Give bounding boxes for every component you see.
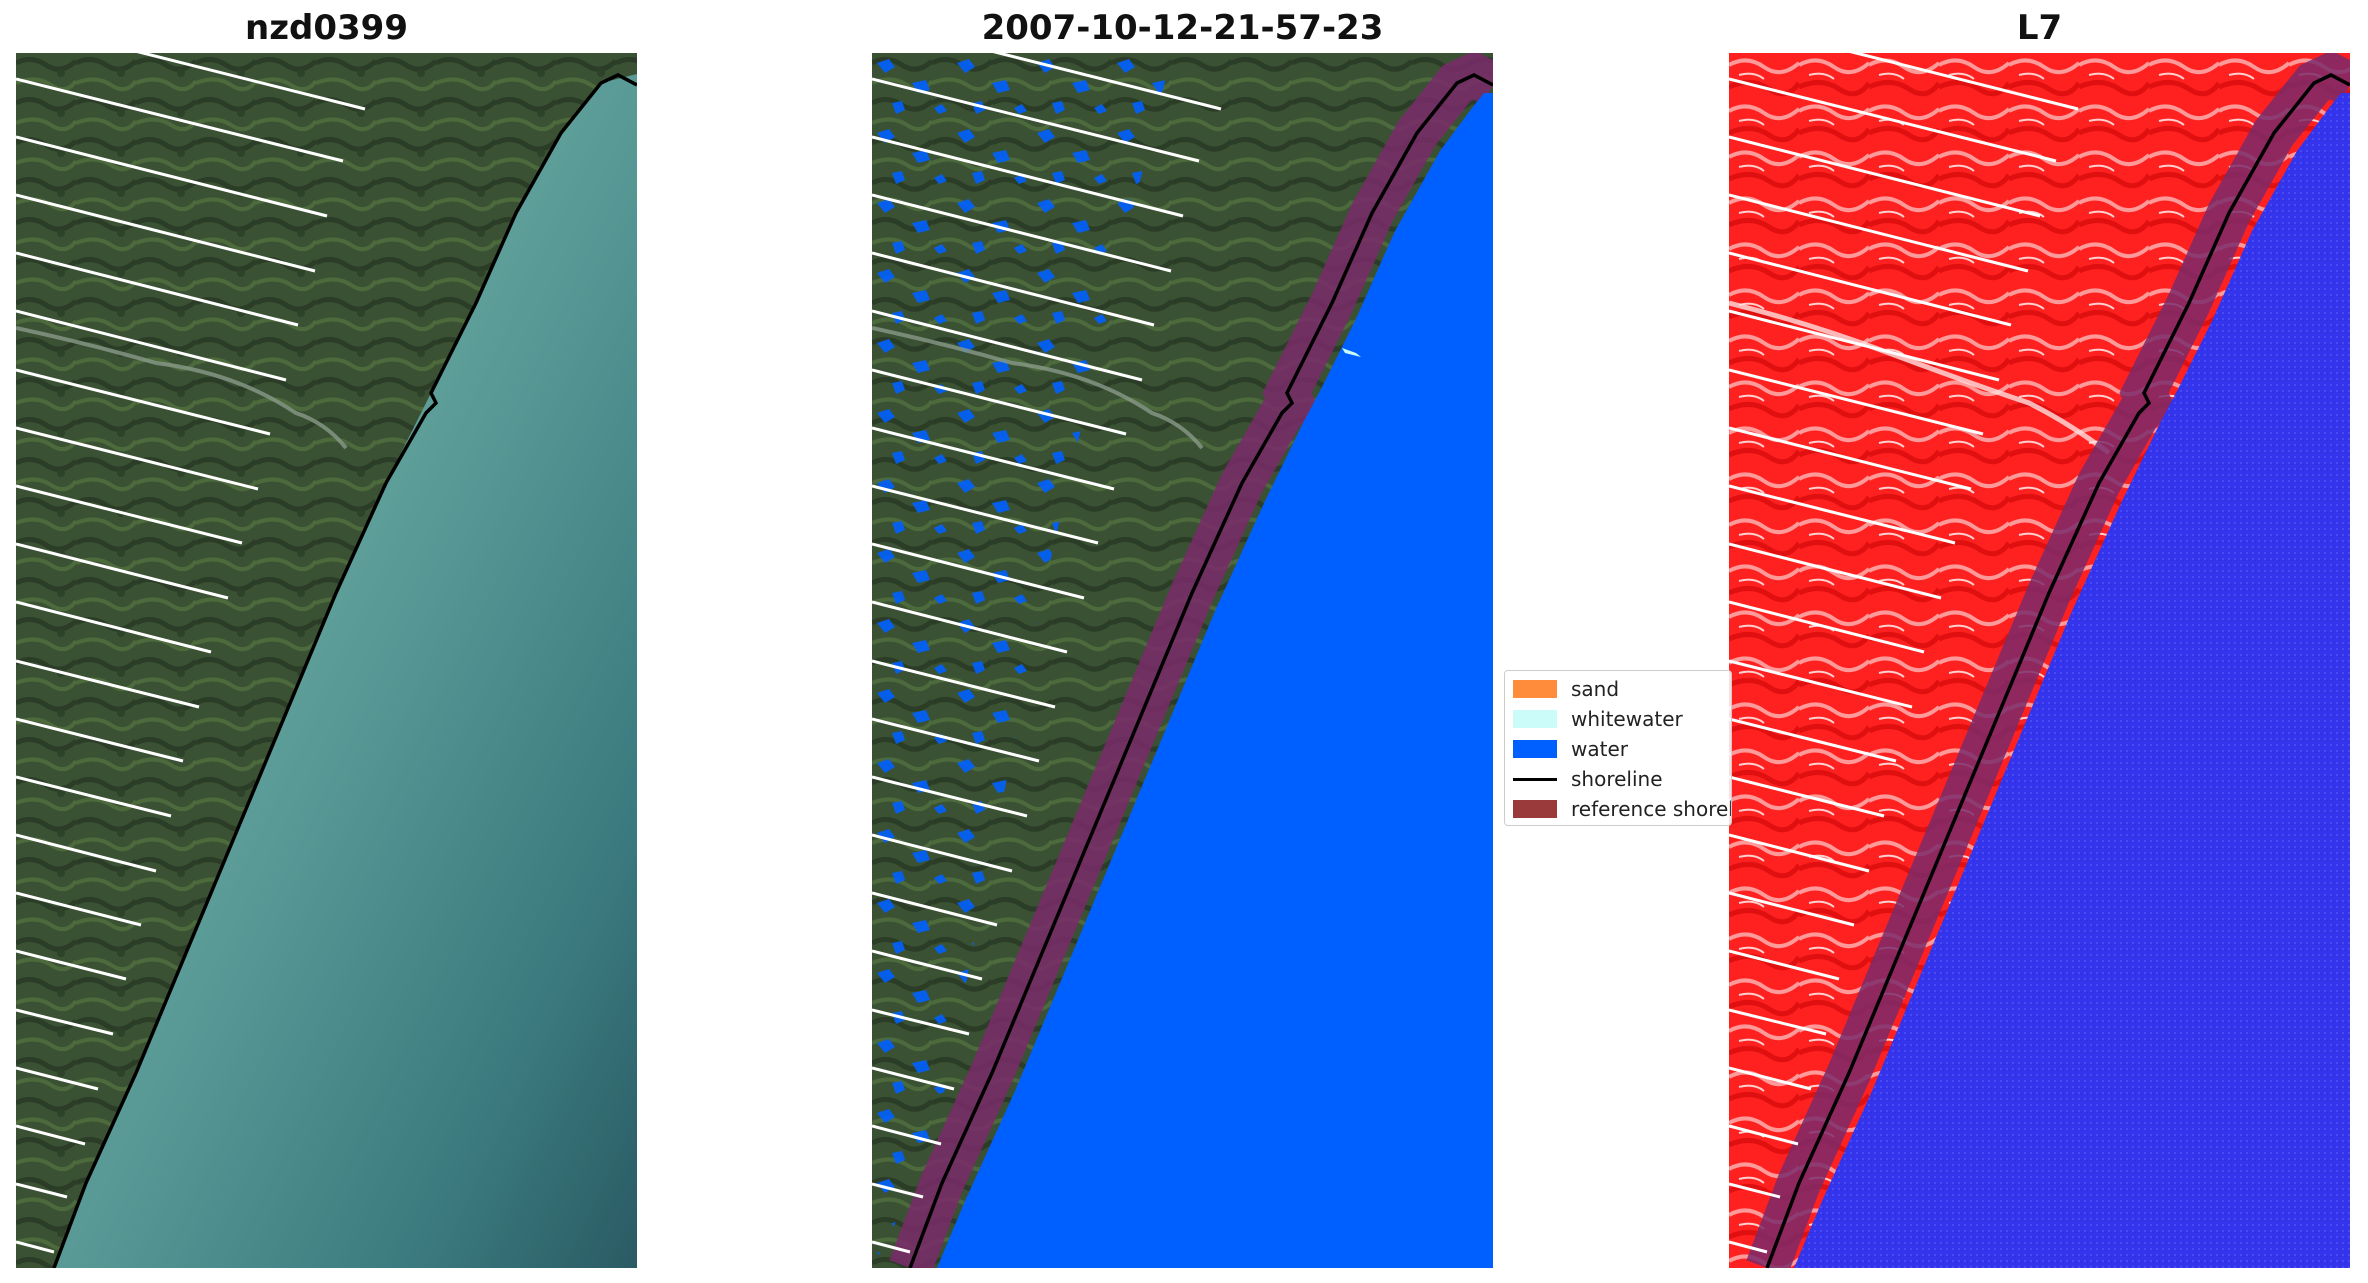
whitewater-patch	[1342, 348, 1361, 357]
legend-swatch-shoreline	[1513, 777, 1557, 781]
legend-swatch-sand	[1513, 680, 1557, 698]
legend-item-reference-shoreline-buffer: reference shoreline buffer	[1513, 794, 1731, 824]
legend-label-shoreline: shoreline	[1571, 767, 1663, 791]
panel-title-classified: 2007-10-12-21-57-23	[981, 8, 1384, 48]
inland-water-pixels	[872, 53, 1172, 1268]
legend-swatch-water	[1513, 740, 1557, 758]
river	[872, 326, 1204, 450]
shoreline	[1765, 73, 2350, 1268]
legend-swatch-whitewater	[1513, 710, 1557, 728]
legend-item-whitewater: whitewater	[1513, 704, 1683, 734]
water-area	[1794, 93, 2350, 1268]
legend-label-sand: sand	[1571, 677, 1620, 701]
shoreline	[908, 73, 1493, 1268]
panel-title-rgb: nzd0399	[245, 8, 408, 48]
legend-label-whitewater: whitewater	[1571, 707, 1683, 731]
rgb-image-panel	[16, 53, 637, 1268]
transect-stripes	[872, 53, 1222, 1254]
classified-image	[872, 53, 1493, 1268]
transect-stripes	[1729, 53, 2079, 1254]
rgb-satellite-image	[16, 53, 637, 1268]
sea-area	[54, 73, 637, 1268]
panel-title-index: L7	[2016, 8, 2063, 48]
legend-item-shoreline: shoreline	[1513, 764, 1663, 794]
legend-swatch-reference-shoreline-buffer	[1513, 800, 1557, 818]
legend: sand whitewater water shoreline referenc…	[1504, 670, 1732, 826]
legend-label-reference-shoreline-buffer: reference shoreline buffer	[1571, 797, 1731, 821]
legend-item-sand: sand	[1513, 674, 1619, 704]
index-image	[1729, 53, 2350, 1268]
classified-image-panel	[872, 53, 1493, 1268]
water-class	[937, 93, 1493, 1268]
river	[16, 326, 348, 450]
transect-stripes	[16, 53, 366, 1254]
legend-label-water: water	[1571, 737, 1628, 761]
river	[1729, 300, 2111, 456]
shoreline	[52, 73, 637, 1268]
legend-item-water: water	[1513, 734, 1628, 764]
index-image-panel	[1729, 53, 2350, 1268]
